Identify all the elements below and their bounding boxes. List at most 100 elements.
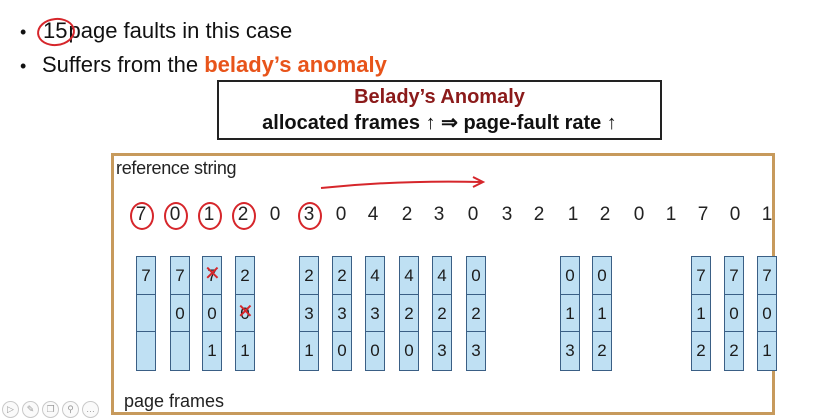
frame-cell: 2: [729, 341, 739, 361]
frame-column: 70 1: [202, 256, 222, 371]
frame-cell: 3: [333, 295, 351, 333]
belady-title-box: Belady’s Anomaly allocated frames ↑ ⇒ pa…: [217, 80, 662, 140]
frame-cell: 7: [725, 257, 743, 295]
frame-cell: 3: [437, 341, 447, 361]
frame-cell: 0: [725, 295, 743, 333]
frame-cell: 0: [203, 295, 221, 333]
reference-item: 2: [599, 204, 611, 225]
reference-item: 2: [401, 204, 413, 225]
bullet-list: • 15page faults in this case • Suffers fro…: [20, 14, 800, 82]
more-icon[interactable]: …: [82, 400, 99, 418]
frame-cell: 2: [400, 295, 418, 333]
frame-cell: [171, 332, 189, 370]
belady-highlight: belady’s anomaly: [204, 52, 387, 77]
frame-cell: 4: [366, 257, 384, 295]
slide-toolbar: ▷ ✎ ❐ ⚲ …: [0, 400, 122, 418]
frame-cell: 0: [404, 341, 414, 361]
reference-item: 0: [729, 204, 741, 225]
frame-cell: 0: [593, 257, 611, 295]
frame-cell: 1: [762, 341, 772, 361]
frame-cell: 2: [696, 341, 706, 361]
reference-item: 0: [160, 200, 190, 230]
frame-cell: 7: [692, 257, 710, 295]
frame-column: 20 1: [235, 256, 255, 371]
frame-cell: 4: [433, 257, 451, 295]
reference-item: 7: [697, 204, 709, 225]
frame-cell: 3: [366, 295, 384, 333]
frame-cell: 3: [565, 341, 575, 361]
reference-item: 1: [567, 204, 579, 225]
frame-cell: 0: [758, 295, 776, 333]
reference-item: 4: [367, 204, 379, 225]
frame-cell: 7: [137, 257, 155, 295]
reference-item: 2: [533, 204, 545, 225]
frame-cell: 0: [337, 341, 347, 361]
bullet-text: page faults in this case: [68, 18, 293, 43]
reference-item: 1: [194, 200, 224, 230]
frame-cell: 2: [300, 257, 318, 295]
frame-cell: 1: [240, 341, 250, 361]
frame-cell: 0: [171, 295, 189, 333]
pen-icon[interactable]: ✎: [22, 400, 39, 418]
frame-cell: 7: [203, 257, 221, 295]
bullet-page-faults: • 15page faults in this case: [20, 14, 800, 48]
frame-cell: 4: [400, 257, 418, 295]
frame-cell: 3: [300, 295, 318, 333]
zoom-icon[interactable]: ⚲: [62, 400, 79, 418]
frame-cell: 2: [433, 295, 451, 333]
box-title: Belady’s Anomaly: [354, 86, 525, 108]
frame-cell: 2: [236, 257, 254, 295]
reference-item: 0: [633, 204, 645, 225]
frame-cell: 0: [236, 295, 254, 333]
frame-cell: 0: [561, 257, 579, 295]
frame-cell: 0: [370, 341, 380, 361]
frame-cell: 1: [593, 295, 611, 333]
bullet-belady: • Suffers from the belady’s anomaly: [20, 48, 800, 82]
frame-cell: 1: [207, 341, 217, 361]
reference-item: 3: [501, 204, 513, 225]
frame-cell: 2: [597, 341, 607, 361]
annotation-arrow: [320, 176, 486, 189]
play-icon[interactable]: ▷: [2, 400, 19, 418]
frame-cell: 1: [304, 341, 314, 361]
frame-cell: 3: [471, 341, 481, 361]
page-frames-label: page frames: [124, 391, 225, 411]
frame-cell: 7: [758, 257, 776, 295]
frame-cell: 7: [171, 257, 189, 295]
frame-cell: [137, 295, 155, 333]
frame-cell: 2: [467, 295, 485, 333]
reference-item: 3: [433, 204, 445, 225]
reference-item: 0: [467, 204, 479, 225]
bullet-dot: •: [20, 56, 27, 76]
box-subtitle: allocated frames ↑ ⇒ page-fault rate ↑: [262, 112, 617, 134]
frame-cell: 2: [333, 257, 351, 295]
bullet-dot: •: [20, 22, 27, 42]
reference-string-label: reference string: [116, 158, 237, 178]
fault-count: 15: [42, 14, 68, 48]
frame-cell: [137, 332, 155, 370]
frame-cell: 1: [692, 295, 710, 333]
reference-item: 3: [294, 200, 324, 230]
reference-item: 0: [335, 204, 347, 225]
frame-cell: 0: [467, 257, 485, 295]
frame-cell: 1: [561, 295, 579, 333]
reference-item: 2: [228, 200, 258, 230]
copy-icon[interactable]: ❐: [42, 400, 59, 418]
reference-item: 0: [269, 204, 281, 225]
reference-item: 1: [761, 204, 773, 225]
reference-item: 7: [126, 200, 156, 230]
